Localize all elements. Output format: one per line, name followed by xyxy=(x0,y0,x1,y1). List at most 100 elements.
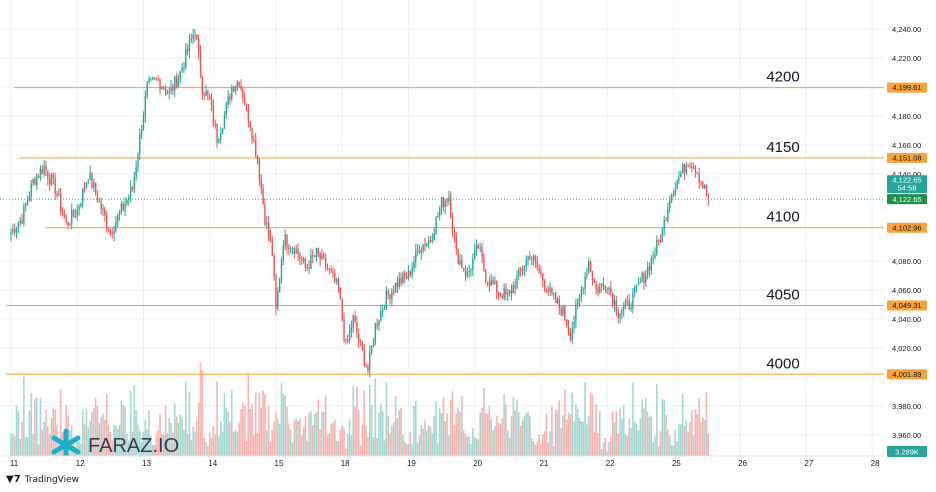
volume-bar xyxy=(694,409,697,456)
candle-body xyxy=(422,244,424,251)
volume-bar xyxy=(703,420,706,456)
volume-bar xyxy=(635,423,638,456)
time-axis[interactable]: 11 12 13 14 15 18 19 20 21 22 25 26 27 28 xyxy=(10,459,880,468)
volume-bar xyxy=(689,422,691,456)
volume-bar xyxy=(646,411,649,456)
candle-body xyxy=(181,67,183,72)
candle-body xyxy=(41,169,43,175)
level-price-label: 4,001.89 xyxy=(892,370,921,379)
volume-bar xyxy=(543,431,546,456)
candle-body xyxy=(332,271,334,274)
candle-body xyxy=(694,167,697,173)
volume-bar xyxy=(129,390,132,456)
volume-bar xyxy=(219,421,222,456)
candle-body xyxy=(439,208,441,216)
volume-bar xyxy=(422,428,424,456)
volume-bar xyxy=(107,424,110,456)
volume-bar xyxy=(267,406,270,456)
volume-bar xyxy=(514,410,516,456)
candle-body xyxy=(376,323,378,327)
candle-body xyxy=(369,351,371,371)
time-tick-label: 20 xyxy=(473,459,482,468)
candle-body xyxy=(15,228,18,233)
volume-bar xyxy=(402,434,404,456)
volume-bar xyxy=(611,411,614,456)
volume-bar xyxy=(341,425,343,456)
volume-bar xyxy=(181,416,183,456)
candle-body xyxy=(394,282,397,293)
candle-body xyxy=(663,219,665,230)
volume-bar xyxy=(622,404,625,456)
candle-body xyxy=(74,215,77,217)
volume-bar xyxy=(291,442,294,456)
candle-body xyxy=(25,204,27,206)
volume-bar xyxy=(32,433,34,456)
price-tick-label: 4,160.00 xyxy=(892,141,921,150)
volume-bar xyxy=(562,415,564,456)
volume-bar xyxy=(534,444,537,456)
volume-bar xyxy=(648,416,651,456)
candle-body xyxy=(468,270,470,273)
volume-bar xyxy=(207,445,209,456)
volume-bar xyxy=(400,407,402,456)
candle-body xyxy=(523,267,526,271)
volume-bar xyxy=(516,399,518,456)
volume-bar xyxy=(429,426,432,456)
candle-body xyxy=(174,76,176,91)
candle-body xyxy=(427,240,430,244)
candle-body xyxy=(258,160,261,180)
candle-body xyxy=(231,87,233,100)
volume-bar xyxy=(687,431,689,456)
candle-body xyxy=(190,38,193,40)
volume-bar xyxy=(126,434,128,456)
candle-body xyxy=(249,121,251,129)
volume-bar xyxy=(150,435,152,456)
volume-bar xyxy=(433,415,435,456)
candle-body xyxy=(652,258,654,260)
candle-body xyxy=(133,176,135,190)
volume-bar xyxy=(201,370,204,456)
volume-bar xyxy=(197,402,200,456)
volume-bar xyxy=(492,430,494,456)
volume-bar xyxy=(166,433,169,456)
candle-body xyxy=(623,305,625,311)
volume-bar xyxy=(188,392,191,456)
candle-body xyxy=(225,103,227,116)
candle-body xyxy=(573,321,575,329)
volume-bar xyxy=(483,387,485,456)
candle-body xyxy=(488,282,491,286)
candle-body xyxy=(459,260,461,265)
level-price-badge xyxy=(887,152,927,163)
volume-bar xyxy=(497,423,500,456)
volume-bar xyxy=(356,386,358,456)
volume-bar xyxy=(692,435,695,456)
candle-body xyxy=(50,174,53,185)
volume-bar xyxy=(157,430,159,456)
candle-body xyxy=(444,200,446,207)
volume-bar xyxy=(203,437,205,456)
volume-bar xyxy=(449,399,452,456)
volume-bar xyxy=(541,434,544,456)
candle-body xyxy=(334,273,336,283)
volume-bar xyxy=(93,407,95,456)
volume-bar xyxy=(551,405,553,456)
current-price-value: 4,122.65 xyxy=(892,176,921,185)
volume-bar xyxy=(488,405,491,456)
volume-bar xyxy=(576,409,579,456)
price-tick-label: 4,040.00 xyxy=(892,315,921,324)
volume-bars xyxy=(10,362,710,456)
candle-body xyxy=(475,244,478,251)
candle-body xyxy=(575,304,577,322)
volume-bar xyxy=(637,430,640,456)
volume-bar xyxy=(190,440,193,456)
candle-body xyxy=(308,266,310,269)
volume-bar xyxy=(617,433,619,456)
candle-body xyxy=(582,289,584,291)
candle-body xyxy=(289,248,292,250)
volume-bar xyxy=(81,409,84,456)
footer: ▼7 TradingView xyxy=(6,474,79,485)
candle-body xyxy=(120,203,123,212)
volume-bar xyxy=(696,413,699,456)
volume-bar xyxy=(665,414,667,456)
